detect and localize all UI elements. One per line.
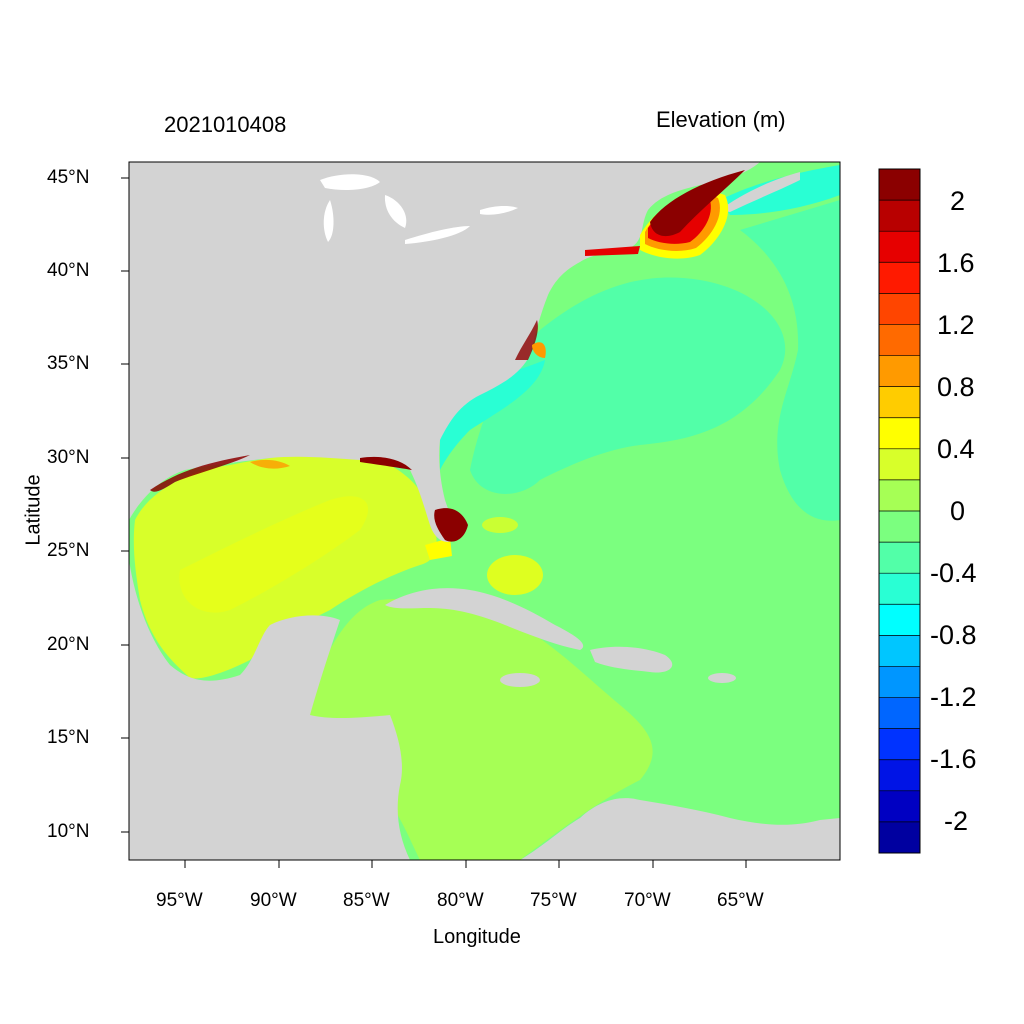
colorbar-swatch bbox=[879, 542, 920, 574]
colorbar-swatch bbox=[879, 386, 920, 419]
colorbar-swatch bbox=[879, 417, 920, 450]
land-jamaica bbox=[500, 673, 540, 687]
colorbar-swatch bbox=[879, 479, 920, 512]
long-island-sound bbox=[585, 246, 640, 256]
ocean-zone-mid bbox=[470, 277, 786, 494]
x-tick-label: 65°W bbox=[717, 890, 764, 911]
chesapeake-orange bbox=[532, 342, 546, 358]
lake-michigan bbox=[323, 200, 334, 242]
x-tick-marks bbox=[184, 860, 747, 868]
colorbar-swatch bbox=[879, 728, 920, 761]
colorbar-label: 1.2 bbox=[937, 310, 975, 340]
colorbar-swatch bbox=[879, 324, 920, 357]
colorbar-label: 2 bbox=[950, 186, 966, 216]
y-tick-label: 25°N bbox=[47, 540, 90, 561]
x-tick-label: 85°W bbox=[343, 890, 390, 911]
land-puerto-rico bbox=[708, 673, 736, 683]
bahamas-yellow-2 bbox=[482, 517, 518, 533]
colorbar-label: -1.6 bbox=[930, 744, 977, 774]
colorbar-swatch bbox=[879, 635, 920, 667]
land-hispaniola bbox=[590, 646, 673, 673]
land-south-america bbox=[520, 798, 840, 860]
colorbar-label: 0.8 bbox=[937, 372, 975, 402]
colorbar-swatch bbox=[879, 169, 920, 201]
colorbar-swatch bbox=[879, 697, 920, 730]
colorbar-frame bbox=[878, 168, 921, 854]
colorbar-label: -0.4 bbox=[930, 558, 977, 588]
x-tick-label: 80°W bbox=[437, 890, 484, 911]
map-panel bbox=[129, 162, 840, 860]
colorbar-swatch bbox=[879, 573, 920, 605]
colorbar-label: 0 bbox=[950, 496, 966, 526]
gom-darkred bbox=[650, 170, 745, 237]
colorbar-swatch bbox=[879, 448, 920, 481]
y-tick-label: 45°N bbox=[47, 167, 90, 188]
map-frame bbox=[128, 161, 841, 861]
lake-erie bbox=[405, 226, 470, 244]
x-tick-label: 90°W bbox=[250, 890, 297, 911]
colorbar-label: 0.4 bbox=[937, 434, 975, 464]
variable-title: Elevation (m) bbox=[656, 107, 786, 132]
y-tick-label: 10°N bbox=[47, 821, 90, 842]
gulf-coast-orange bbox=[250, 459, 290, 469]
colorbar-swatch bbox=[879, 231, 920, 263]
lake-huron bbox=[384, 195, 407, 228]
colorbar-swatch bbox=[879, 511, 920, 543]
florida-surge bbox=[434, 508, 468, 542]
y-axis-label: Latitude bbox=[22, 474, 45, 546]
x-tick-label: 95°W bbox=[156, 890, 203, 911]
colorbar-label: -1.2 bbox=[930, 682, 977, 712]
colorbar-swatch bbox=[879, 821, 920, 854]
big-bend-fringe bbox=[360, 456, 412, 470]
colorbar-swatch bbox=[879, 355, 920, 388]
colorbar-swatch bbox=[879, 759, 920, 792]
ocean-zone-coast bbox=[440, 360, 545, 470]
atlantic-fringe bbox=[515, 320, 538, 360]
x-axis-label: Longitude bbox=[433, 926, 521, 948]
y-tick-label: 15°N bbox=[47, 727, 90, 748]
colorbar-label: 1.6 bbox=[937, 248, 975, 278]
y-tick-label: 20°N bbox=[47, 634, 90, 655]
gulf-of-mexico bbox=[133, 453, 437, 679]
lake-superior bbox=[320, 174, 380, 190]
colorbar bbox=[879, 169, 920, 854]
colorbar-label: -0.8 bbox=[930, 620, 977, 650]
gulf-yellow-band bbox=[179, 496, 369, 613]
land-mexico bbox=[129, 560, 410, 860]
land-nova-scotia bbox=[720, 172, 800, 212]
y-tick-label: 35°N bbox=[47, 353, 90, 374]
colorbar-swatch bbox=[879, 604, 920, 636]
land-cuba bbox=[385, 588, 584, 650]
y-tick-marks bbox=[121, 177, 129, 833]
keys-yellow bbox=[425, 538, 452, 560]
colorbar-swatch bbox=[879, 293, 920, 325]
y-tick-label: 30°N bbox=[47, 447, 90, 468]
land-north-america bbox=[129, 162, 760, 542]
colorbar-swatch bbox=[879, 262, 920, 294]
ocean-zone-east bbox=[740, 200, 840, 521]
colorbar-swatch bbox=[879, 200, 920, 232]
x-tick-label: 70°W bbox=[624, 890, 671, 911]
y-tick-label: 40°N bbox=[47, 260, 90, 281]
colorbar-swatch bbox=[879, 666, 920, 699]
lake-ontario bbox=[480, 205, 518, 215]
x-tick-label: 75°W bbox=[530, 890, 577, 911]
gulf-coast-fringe bbox=[150, 455, 250, 492]
colorbar-swatch bbox=[879, 790, 920, 823]
colorbar-label: -2 bbox=[944, 806, 969, 836]
timestamp-title: 2021010408 bbox=[164, 112, 287, 137]
bahamas-yellow bbox=[487, 555, 543, 595]
